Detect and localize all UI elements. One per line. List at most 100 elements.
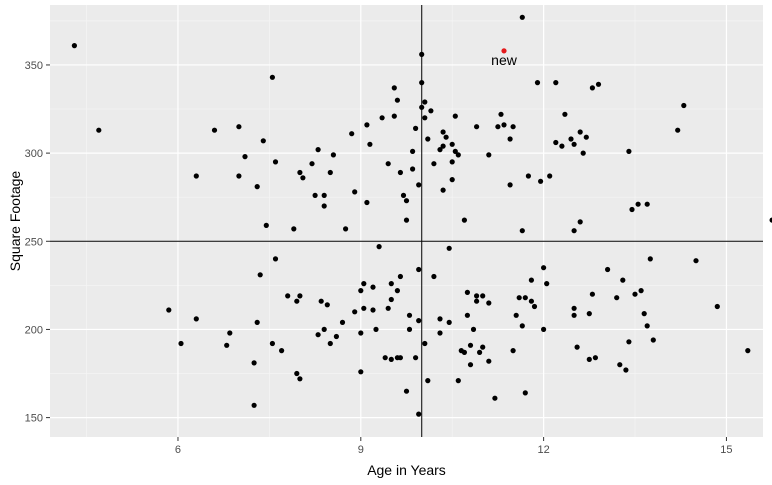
data-point [498,111,504,117]
data-point [431,273,437,280]
data-point [385,305,391,311]
data-point [403,388,410,394]
data-point [388,281,394,287]
data-point [644,201,650,207]
data-point [431,161,437,167]
data-point [538,178,544,184]
data-point [333,333,339,340]
data-point [321,203,327,209]
data-point [318,298,324,304]
data-point [629,206,635,213]
data-point [370,284,376,290]
y-axis-title: Square Footage [7,171,23,272]
data-point [510,348,516,354]
data-point [617,362,623,368]
data-point [531,303,538,310]
data-point [251,360,257,366]
data-point [516,295,522,301]
data-point [693,258,699,264]
data-point [541,265,547,271]
data-point [269,74,275,80]
data-point [534,80,541,86]
data-point [470,326,477,332]
data-point [635,201,641,207]
data-point [675,127,681,133]
data-point [425,378,431,384]
data-point [406,326,413,332]
data-point [294,370,300,377]
data-point [361,305,367,311]
data-point [400,192,407,198]
data-point [327,340,333,347]
reference-lines [50,5,763,437]
data-point [486,358,492,364]
data-point [464,289,470,295]
data-point [486,300,492,306]
data-point [178,340,184,347]
data-point [406,312,413,318]
data-point [623,367,629,373]
data-point [440,143,446,149]
data-point [522,295,528,301]
data-point [376,244,382,250]
data-point [236,124,242,130]
data-point [626,339,632,345]
data-point [291,226,297,232]
data-point [571,141,577,147]
data-point [641,311,647,317]
data-point [592,355,599,361]
data-point [477,349,483,355]
data-point [263,222,269,228]
data-point [260,138,266,144]
data-point [391,113,397,119]
data-point [474,293,480,299]
data-point [257,272,263,278]
data-point [254,184,260,190]
data-point [474,298,480,304]
data-point [403,198,410,204]
data-point [446,245,452,251]
data-point [574,344,580,350]
data-point [632,291,638,297]
data-point [461,217,467,223]
x-tick-label: 9 [358,444,364,456]
data-point [279,348,285,354]
data-point [577,219,583,225]
data-point [455,152,461,158]
data-point [626,148,632,154]
data-point [394,97,400,103]
data-point [388,356,394,362]
data-point [403,217,410,223]
data-point [446,319,452,325]
data-point [440,129,446,135]
data-point [419,51,425,58]
data-point [620,277,626,283]
data-point [339,319,346,325]
data-point [568,136,574,142]
data-point [330,152,336,158]
x-tick-label: 6 [175,444,181,456]
data-point [300,175,306,181]
data-point [416,182,422,188]
y-tick-label: 150 [25,413,43,425]
data-point [474,124,480,130]
data-point [644,323,650,329]
data-point [422,340,428,347]
data-point [422,99,428,105]
data-point [297,376,303,382]
data-point [467,342,474,348]
data-point [769,217,772,223]
data-point [455,378,461,384]
data-point [419,80,425,86]
data-point [416,266,422,273]
data-point [547,173,553,179]
data-point [681,102,687,109]
data-point [410,166,416,172]
data-point [382,355,388,361]
data-point [272,159,279,165]
data-point [385,161,391,167]
data-point [352,309,358,315]
data-point [358,369,364,375]
data-point [370,307,376,313]
data-point [571,305,577,311]
